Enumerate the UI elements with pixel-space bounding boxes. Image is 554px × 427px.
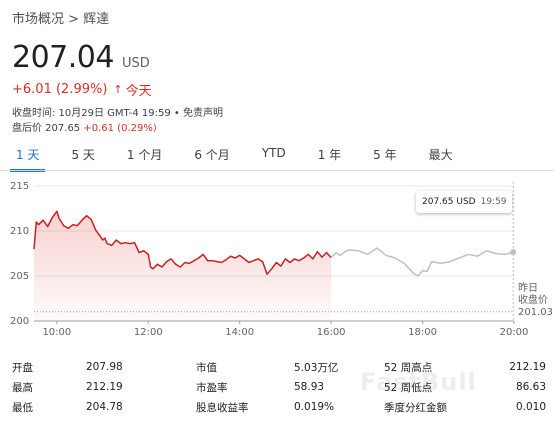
x-tick-label: 12:00: [134, 327, 163, 338]
x-tick-label: 10:00: [42, 327, 71, 338]
after-hours-price: 盘后价 207.65 +0.61 (0.29%): [12, 119, 157, 134]
stat-label: 52 周低点: [384, 381, 433, 394]
y-tick-label: 205: [10, 271, 29, 282]
prev-close-label: 收盘价: [518, 293, 548, 306]
tab-1y[interactable]: 1 年: [317, 148, 342, 162]
tab-max[interactable]: 最大: [428, 148, 453, 162]
stat-label: 开盘: [12, 361, 33, 374]
stat-value: 0.019%: [294, 401, 335, 413]
stat-value: 86.63: [515, 381, 546, 393]
tab-5d[interactable]: 5 天: [71, 148, 95, 162]
tab-5y[interactable]: 5 年: [373, 148, 397, 162]
stat-label: 最低: [12, 401, 33, 414]
after-hours-line: [330, 247, 514, 277]
currency-label: USD: [121, 56, 150, 71]
y-tick-label: 200: [10, 316, 29, 327]
x-tick-label: 16:00: [317, 327, 346, 338]
stat-label: 52 周高点: [384, 361, 433, 374]
stat-value: 58.93: [294, 381, 325, 393]
stat-value: 207.98: [86, 361, 123, 373]
range-tabs: 1 天 5 天 1 个月 6 个月 YTD 1 年 5 年 最大: [10, 146, 479, 172]
chart-tooltip: 207.65 USD 19:59: [416, 191, 512, 213]
stat-label: 市值: [196, 361, 217, 374]
after-hours-change: +0.61 (0.29%): [83, 123, 157, 134]
tab-6m[interactable]: 6 个月: [194, 148, 230, 162]
prev-close-label: 201.03: [518, 307, 553, 318]
stat-value: 0.010: [515, 401, 546, 413]
stat-value: 212.19: [86, 381, 123, 393]
tooltip-price: 207.65 USD: [422, 197, 476, 207]
stats-row: 最高 212.19 市盈率 58.93 52 周低点 86.63: [12, 377, 546, 397]
change-value: +6.01 (2.99%): [12, 82, 108, 97]
stat-value: 5.03万亿: [294, 361, 339, 374]
tabs-divider: [0, 170, 554, 171]
price-chart[interactable]: 200 205 210 215 10:00 12:00 14:00 16:00 18:00 20:…: [0, 176, 554, 346]
stat-label: 最高: [12, 381, 33, 394]
key-stats: 开盘 207.98 市值 5.03万亿 52 周高点 212.19 最高 212…: [12, 357, 546, 417]
x-tick-label: 14:00: [225, 327, 254, 338]
price-header: 207.04 USD: [12, 40, 150, 75]
breadcrumb[interactable]: 市场概况 > 辉達: [12, 12, 110, 27]
stat-value: 212.19: [509, 361, 546, 373]
stat-label: 股息收益率: [196, 401, 249, 414]
y-tick-label: 215: [10, 181, 29, 192]
prev-close-label: 昨日: [518, 282, 538, 294]
close-time-disclaimer[interactable]: 收盘时间: 10月29日 GMT-4 19:59 • 免责声明: [12, 108, 223, 119]
x-tick-label: 20:00: [500, 327, 529, 338]
regular-session-line: [33, 210, 332, 275]
stat-label: 季度分红金额: [384, 401, 447, 414]
tooltip-time: 19:59: [480, 197, 507, 207]
change-period: 今天: [125, 84, 152, 99]
y-tick-label: 210: [10, 226, 29, 237]
tab-1d[interactable]: 1 天: [10, 146, 46, 172]
watermark-logo: FastBull: [360, 368, 477, 396]
current-price: 207.04: [12, 40, 114, 75]
arrow-up-icon: ↑: [113, 83, 123, 96]
tab-1m[interactable]: 1 个月: [126, 148, 163, 162]
stats-row: 最低 204.78 股息收益率 0.019% 季度分红金额 0.010: [12, 397, 546, 417]
x-tick-label: 18:00: [408, 327, 437, 338]
after-hours-label: 盘后价 207.65: [12, 123, 81, 134]
price-change: +6.01 (2.99%) ↑ 今天: [12, 80, 152, 99]
stat-label: 市盈率: [196, 381, 228, 394]
tab-ytd[interactable]: YTD: [261, 146, 286, 160]
regular-session-area: [34, 211, 332, 321]
stats-row: 开盘 207.98 市值 5.03万亿 52 周高点 212.19: [12, 357, 546, 377]
end-point-dot: [510, 249, 517, 256]
stat-value: 204.78: [86, 401, 123, 413]
